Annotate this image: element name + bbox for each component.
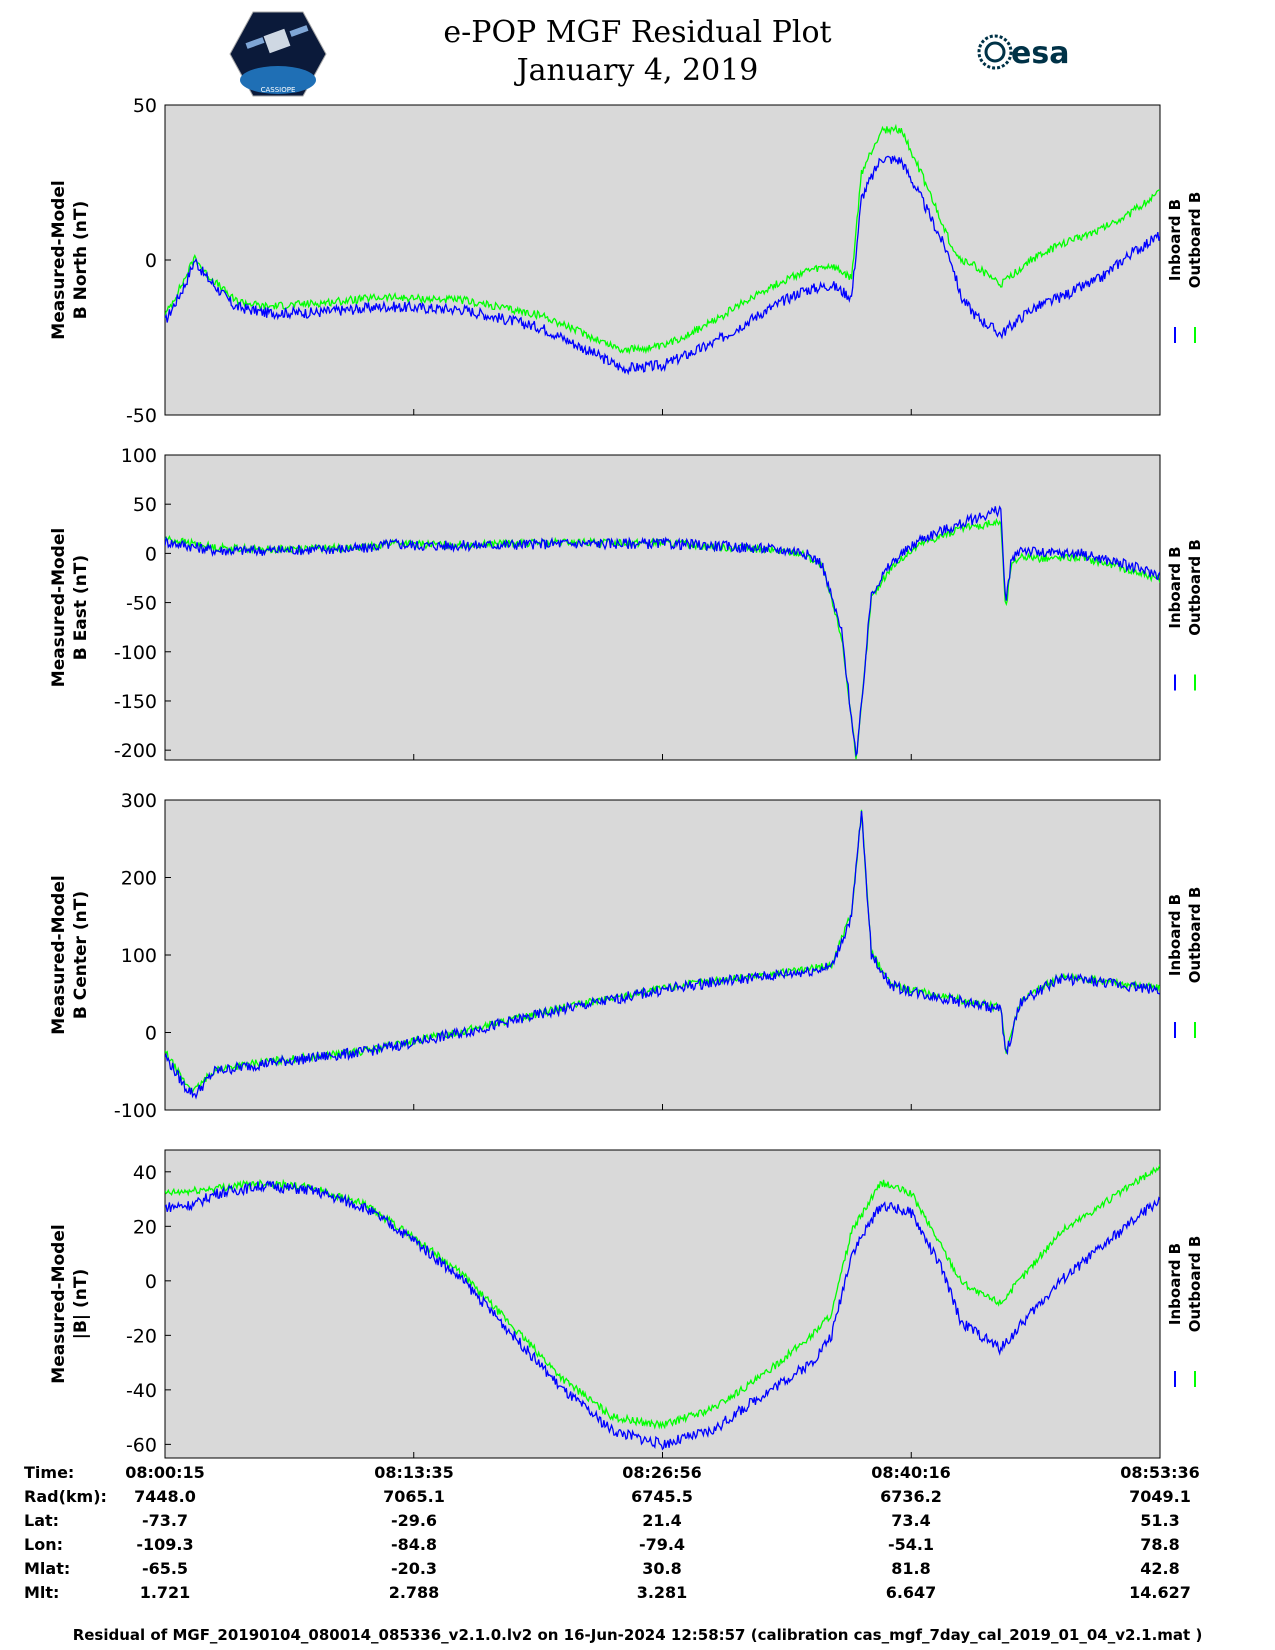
info-row: Lon: -109.3 -84.8 -79.4 -54.1 78.8 <box>0 1535 1275 1559</box>
legend: Inboard B Outboard B <box>1166 192 1204 289</box>
info-row-label: Lat: <box>24 1511 60 1530</box>
info-value: 78.8 <box>1140 1535 1180 1554</box>
legend: Inboard B Outboard B <box>1166 539 1204 636</box>
y-tick-label: -20 <box>126 1325 157 1347</box>
info-value: 51.3 <box>1140 1511 1180 1530</box>
info-value: 6.647 <box>885 1583 937 1602</box>
info-row-label: Mlat: <box>24 1559 71 1578</box>
inboard-series-line <box>165 505 1160 758</box>
info-row-label: Mlt: <box>24 1583 60 1602</box>
legend: Inboard B Outboard B <box>1166 1236 1204 1333</box>
legend: Inboard B Outboard B <box>1166 887 1204 984</box>
info-row-label: Time: <box>24 1463 75 1482</box>
info-value: -65.5 <box>141 1559 189 1578</box>
info-value: 6745.5 <box>631 1487 693 1506</box>
info-row: Time: 08:00:15 08:13:35 08:26:56 08:40:16 08:… <box>0 1463 1275 1487</box>
info-value: 73.4 <box>891 1511 931 1530</box>
panel-2: -200 -150 -100 -50 0 50 100 Measured-Model B Eas… <box>49 445 1204 762</box>
info-value: 08:26:56 <box>622 1463 702 1482</box>
info-value: 81.8 <box>891 1559 931 1578</box>
esa-logo: esa <box>977 34 1069 71</box>
info-value: -54.1 <box>887 1535 935 1554</box>
y-tick-label: 0 <box>145 1271 157 1293</box>
svg-text:CASSIOPE: CASSIOPE <box>261 86 296 94</box>
plot-date: January 4, 2019 <box>516 53 759 88</box>
info-value: -20.3 <box>390 1559 438 1578</box>
info-row: Mlt: 1.721 2.788 3.281 6.647 14.627 <box>0 1583 1275 1607</box>
info-value: 21.4 <box>642 1511 682 1530</box>
y-tick-label: 0 <box>145 1023 157 1045</box>
info-value: 08:40:16 <box>871 1463 951 1482</box>
info-value: -79.4 <box>638 1535 686 1554</box>
info-value: 1.721 <box>139 1583 191 1602</box>
panel-1: -50 0 50 Measured-Model B North (nT) Inboard … <box>49 95 1204 427</box>
outboard-series-line <box>165 123 1160 355</box>
y-tick-label: 100 <box>121 445 157 467</box>
info-value: -29.6 <box>390 1511 438 1530</box>
inboard-series-line <box>165 1180 1160 1451</box>
plot-title: e-POP MGF Residual Plot <box>443 15 832 50</box>
plot-area <box>164 1149 1161 1459</box>
cassiope-logo: CASSIOPE <box>229 11 327 97</box>
y-tick-label: 50 <box>133 494 157 516</box>
y-tick-label: -40 <box>126 1380 157 1402</box>
info-value: 08:53:36 <box>1120 1463 1200 1482</box>
residual-plots: -50 0 50 Measured-Model B North (nT) Inboard … <box>49 95 1204 1459</box>
y-tick-label: 0 <box>145 250 157 272</box>
y-tick-label: 200 <box>121 868 157 890</box>
info-row-label: Rad(km): <box>24 1487 107 1506</box>
panel-3: -100 0 100 200 300 Measured-Model B Center (nT… <box>49 790 1204 1122</box>
info-value: 6736.2 <box>880 1487 942 1506</box>
y-tick-label: -200 <box>114 740 157 762</box>
info-value: 7049.1 <box>1129 1487 1191 1506</box>
info-value: 08:13:35 <box>374 1463 454 1482</box>
y-tick-label: -50 <box>126 593 157 615</box>
info-value: 42.8 <box>1140 1559 1180 1578</box>
info-row-label: Lon: <box>24 1535 63 1554</box>
y-tick-label: 20 <box>133 1216 157 1238</box>
svg-text:esa: esa <box>1011 36 1069 71</box>
y-tick-label: -150 <box>114 691 157 713</box>
y-tick-label: -100 <box>114 1100 157 1122</box>
info-value: 30.8 <box>642 1559 682 1578</box>
info-row: Mlat: -65.5 -20.3 30.8 81.8 42.8 <box>0 1559 1275 1583</box>
y-tick-label: 50 <box>133 95 157 117</box>
inboard-series-line <box>165 154 1160 376</box>
footer-caption: Residual of MGF_20190104_080014_085336_v… <box>72 1626 1203 1644</box>
info-value: -73.7 <box>141 1511 189 1530</box>
panel-4: -60 -40 -20 0 20 40 Measured-Model |B| (nT) Inbo… <box>49 1149 1204 1459</box>
info-value: -84.8 <box>390 1535 438 1554</box>
y-axis-label: Measured-Model B Center (nT) <box>49 875 91 1034</box>
info-value: 3.281 <box>636 1583 688 1602</box>
y-axis-label: Measured-Model |B| (nT) <box>49 1224 91 1383</box>
info-value: 2.788 <box>388 1583 440 1602</box>
info-row: Lat: -73.7 -29.6 21.4 73.4 51.3 <box>0 1511 1275 1535</box>
info-value: 14.627 <box>1129 1583 1191 1602</box>
y-tick-label: 100 <box>121 945 157 967</box>
inboard-series-line <box>165 810 1160 1100</box>
y-tick-label: 0 <box>145 543 157 565</box>
plot-area <box>164 799 1161 1111</box>
info-row: Rad(km): 7448.0 7065.1 6745.5 6736.2 7049.1 <box>0 1487 1275 1511</box>
y-tick-label: 300 <box>121 790 157 812</box>
info-value: 7065.1 <box>383 1487 445 1506</box>
info-value: 7448.0 <box>134 1487 196 1506</box>
y-tick-label: -60 <box>126 1434 157 1456</box>
info-value: -109.3 <box>136 1535 194 1554</box>
y-axis-label: Measured-Model B East (nT) <box>49 528 91 687</box>
plot-area <box>164 104 1161 416</box>
plot-area <box>164 454 1161 761</box>
info-value: 08:00:15 <box>125 1463 205 1482</box>
y-tick-label: -100 <box>114 642 157 664</box>
y-tick-label: -50 <box>126 405 157 427</box>
y-axis-label: Measured-Model B North (nT) <box>49 180 91 339</box>
y-tick-label: 40 <box>133 1162 157 1184</box>
